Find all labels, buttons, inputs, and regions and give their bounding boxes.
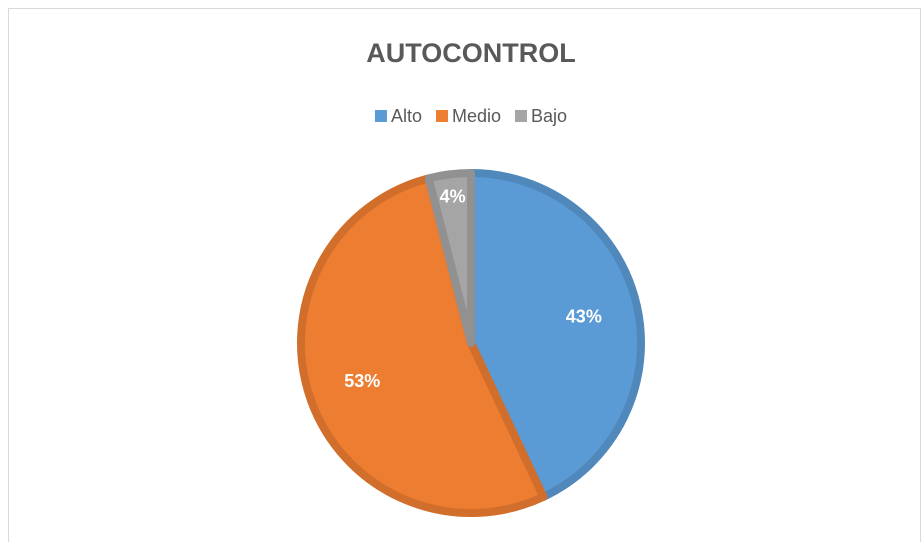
legend-label: Alto [391, 106, 422, 126]
data-label: 4% [440, 187, 466, 207]
legend-swatch [374, 110, 387, 122]
pie-slice [297, 174, 548, 517]
data-label: 43% [566, 307, 602, 327]
legend: Alto Medio Bajo [374, 106, 567, 126]
legend-label: Medio [452, 106, 501, 126]
pie-slice [424, 169, 475, 347]
legend-label: Bajo [531, 106, 567, 126]
legend-swatch [435, 110, 448, 122]
chart-title: AUTOCONTROL [366, 38, 576, 68]
legend-swatch [515, 110, 528, 122]
data-label: 53% [344, 371, 380, 391]
pie-slice [467, 169, 645, 501]
